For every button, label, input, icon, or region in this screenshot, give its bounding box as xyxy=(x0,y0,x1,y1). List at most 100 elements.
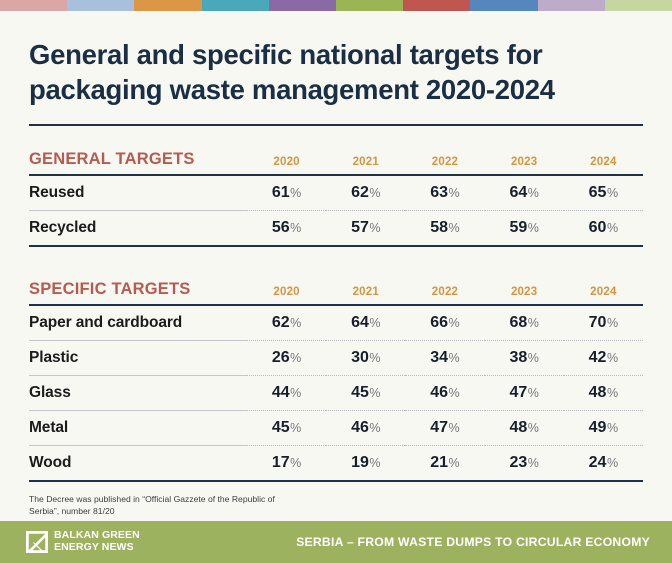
percent-sign: % xyxy=(527,185,539,200)
percent-sign: % xyxy=(606,385,619,400)
percent-sign: % xyxy=(369,220,381,235)
value-number: 60 xyxy=(588,218,607,236)
brand-line-2: ENERGY NEWS xyxy=(54,541,134,553)
percent-sign: % xyxy=(369,350,381,365)
cell-value-2021: 19% xyxy=(326,445,406,482)
title-divider xyxy=(29,123,643,126)
column-header-year-2021: 2021 xyxy=(326,279,406,306)
cell-value-2022: 58% xyxy=(405,210,485,247)
value-number: 56 xyxy=(271,218,290,236)
value-number: 57 xyxy=(351,218,369,236)
cell-value-2022: 21% xyxy=(405,445,485,482)
value-number: 45 xyxy=(351,383,369,401)
percent-sign: % xyxy=(369,455,381,470)
specific-targets-table: SPECIFIC TARGETS 2020 2021 2022 2023 202… xyxy=(29,279,643,482)
general-targets-header-row: GENERAL TARGETS 2020 2021 2022 2023 2024 xyxy=(29,149,643,176)
color-strip-segment-4 xyxy=(201,0,269,11)
cell-value-2024: 65% xyxy=(563,174,643,211)
row-label: Paper and cardboard xyxy=(29,304,247,341)
percent-sign: % xyxy=(290,315,302,330)
cell-value-2023: 23% xyxy=(484,445,564,482)
spacer-between-sections xyxy=(29,247,643,280)
brand-line-1: BALKAN GREEN xyxy=(54,529,140,542)
cell-value-2024: 24% xyxy=(563,445,643,482)
value-number: 63 xyxy=(430,183,449,201)
percent-sign: % xyxy=(527,315,539,330)
color-strip-segment-1 xyxy=(0,0,68,11)
percent-sign: % xyxy=(369,385,381,400)
cell-value-2022: 63% xyxy=(405,174,485,211)
percent-sign: % xyxy=(527,385,539,400)
value-number: 44 xyxy=(271,383,290,401)
section-title-general: GENERAL TARGETS xyxy=(29,149,247,176)
value-number: 46 xyxy=(430,383,449,401)
percent-sign: % xyxy=(448,185,460,200)
cell-value-2020: 56% xyxy=(247,210,327,247)
cell-value-2022: 46% xyxy=(405,375,485,411)
column-header-year-2020: 2020 xyxy=(247,149,327,176)
column-header-year-2023: 2023 xyxy=(484,149,564,176)
column-header-year-2024: 2024 xyxy=(563,279,643,306)
cell-value-2021: 30% xyxy=(326,340,406,376)
percent-sign: % xyxy=(527,420,539,435)
value-number: 61 xyxy=(271,183,290,201)
spacer-above-general xyxy=(29,126,643,150)
percent-sign: % xyxy=(448,315,460,330)
value-number: 38 xyxy=(509,348,528,366)
value-number: 59 xyxy=(509,218,528,236)
color-strip-segment-7 xyxy=(403,0,471,11)
cell-value-2021: 45% xyxy=(326,375,406,411)
percent-sign: % xyxy=(290,385,302,400)
percent-sign: % xyxy=(290,185,302,200)
color-strip-segment-9 xyxy=(537,0,605,11)
cell-value-2022: 66% xyxy=(405,304,485,341)
column-header-year-2020: 2020 xyxy=(247,279,327,306)
decorative-color-strip xyxy=(0,0,672,11)
column-header-year-2023: 2023 xyxy=(484,279,564,306)
value-number: 48 xyxy=(588,383,607,401)
cell-value-2021: 62% xyxy=(326,174,406,211)
cell-value-2023: 59% xyxy=(484,210,564,247)
brand-logo[interactable]: BALKAN GREEN ENERGY NEWS xyxy=(26,529,140,554)
page-title: General and specific national targets fo… xyxy=(29,39,555,105)
cell-value-2020: 17% xyxy=(247,445,327,482)
table-row: Paper and cardboard 62% 64% 66% 68% 70% xyxy=(29,304,643,341)
percent-sign: % xyxy=(606,220,619,235)
table-row: Wood 17% 19% 21% 23% 24% xyxy=(29,445,643,482)
cell-value-2021: 64% xyxy=(326,304,406,341)
cell-value-2023: 38% xyxy=(484,340,564,376)
percent-sign: % xyxy=(606,350,619,365)
cell-value-2024: 70% xyxy=(563,304,643,341)
color-strip-segment-10 xyxy=(604,0,672,11)
value-number: 24 xyxy=(588,453,607,471)
cell-value-2020: 45% xyxy=(247,410,327,446)
value-number: 30 xyxy=(351,348,369,366)
specific-targets-header-row: SPECIFIC TARGETS 2020 2021 2022 2023 202… xyxy=(29,279,643,306)
value-number: 49 xyxy=(588,418,607,436)
percent-sign: % xyxy=(448,350,460,365)
value-number: 68 xyxy=(509,313,528,331)
column-header-year-2024: 2024 xyxy=(563,149,643,176)
row-label: Plastic xyxy=(29,340,247,376)
cell-value-2020: 44% xyxy=(247,375,327,411)
value-number: 62 xyxy=(271,313,290,331)
value-number: 58 xyxy=(430,218,449,236)
table-row: Metal 45% 46% 47% 48% 49% xyxy=(29,410,643,446)
value-number: 70 xyxy=(588,313,607,331)
cell-value-2022: 34% xyxy=(405,340,485,376)
section-title-specific: SPECIFIC TARGETS xyxy=(29,279,247,306)
percent-sign: % xyxy=(369,315,381,330)
cell-value-2020: 61% xyxy=(247,174,327,211)
row-label: Recycled xyxy=(29,210,247,247)
value-number: 47 xyxy=(509,383,528,401)
row-label: Reused xyxy=(29,174,247,211)
value-number: 21 xyxy=(430,453,449,471)
row-label: Glass xyxy=(29,375,247,411)
brand-wordmark: BALKAN GREEN ENERGY NEWS xyxy=(54,529,140,554)
cell-value-2024: 42% xyxy=(563,340,643,376)
footer-bar: BALKAN GREEN ENERGY NEWS SERBIA – FROM W… xyxy=(0,521,672,563)
value-number: 62 xyxy=(351,183,369,201)
cell-value-2022: 47% xyxy=(405,410,485,446)
row-label: Metal xyxy=(29,410,247,446)
color-strip-segment-2 xyxy=(67,0,135,11)
